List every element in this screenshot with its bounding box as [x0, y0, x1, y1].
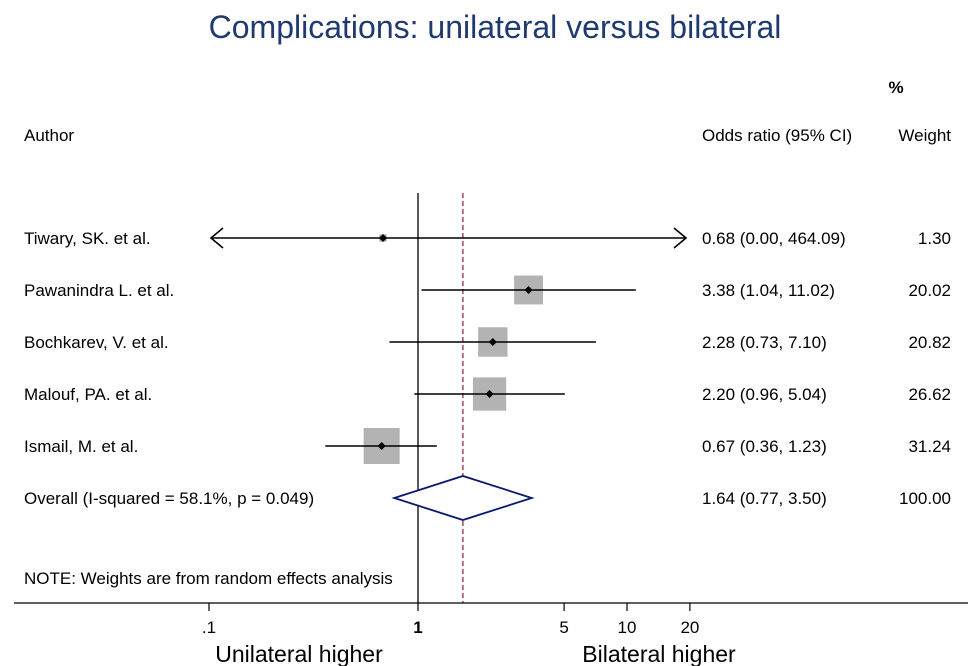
- x-tick-label: 5: [559, 618, 568, 637]
- study-weight-text: 20.02: [908, 281, 951, 300]
- study-weight-text: 26.62: [908, 385, 951, 404]
- study-weight-text: 31.24: [908, 437, 951, 456]
- point-estimate: [377, 442, 386, 450]
- ci-arrow-left: [209, 227, 224, 249]
- study-ci-text: 2.20 (0.96, 5.04): [702, 385, 827, 404]
- ci-arrow-right: [673, 227, 688, 249]
- point-estimate: [524, 286, 533, 294]
- study-weight-text: 20.82: [908, 333, 951, 352]
- x-tick-label: .1: [202, 618, 216, 637]
- x-axis-left-label: Unilateral higher: [215, 641, 383, 666]
- study-ci-text: 0.68 (0.00, 464.09): [702, 229, 846, 248]
- study-label: Malouf, PA. et al.: [24, 385, 152, 404]
- study-ci-text: 2.28 (0.73, 7.10): [702, 333, 827, 352]
- point-estimate: [488, 338, 497, 346]
- x-axis-right-label: Bilateral higher: [582, 641, 736, 666]
- weight-header-percent: %: [888, 78, 903, 97]
- note-text: NOTE: Weights are from random effects an…: [24, 569, 393, 588]
- author-header: Author: [24, 126, 74, 145]
- study-label: Tiwary, SK. et al.: [24, 229, 151, 248]
- point-estimate: [378, 234, 387, 242]
- x-tick-label: 1: [413, 618, 422, 637]
- plot-layer: Tiwary, SK. et al. 0.68 (0.00, 464.09) 1.3…: [14, 193, 968, 637]
- overall-ci-text: 1.64 (0.77, 3.50): [702, 489, 827, 508]
- overall-weight-text: 100.00: [899, 489, 951, 508]
- overall-diamond: [391, 475, 535, 521]
- study-weight-text: 1.30: [918, 229, 951, 248]
- chart-title: Complications: unilateral versus bilater…: [209, 9, 782, 45]
- study-label: Bochkarev, V. et al.: [24, 333, 169, 352]
- weight-header: Weight: [898, 126, 951, 145]
- study-label: Pawanindra L. et al.: [24, 281, 174, 300]
- study-ci-text: 0.67 (0.36, 1.23): [702, 437, 827, 456]
- x-tick-label: 10: [618, 618, 637, 637]
- effect-header: Odds ratio (95% CI): [702, 126, 852, 145]
- study-ci-text: 3.38 (1.04, 11.02): [702, 281, 835, 300]
- point-estimate: [485, 390, 494, 398]
- overall-label: Overall (I-squared = 58.1%, p = 0.049): [24, 489, 314, 508]
- study-label: Ismail, M. et al.: [24, 437, 138, 456]
- x-tick-label: 20: [680, 618, 699, 637]
